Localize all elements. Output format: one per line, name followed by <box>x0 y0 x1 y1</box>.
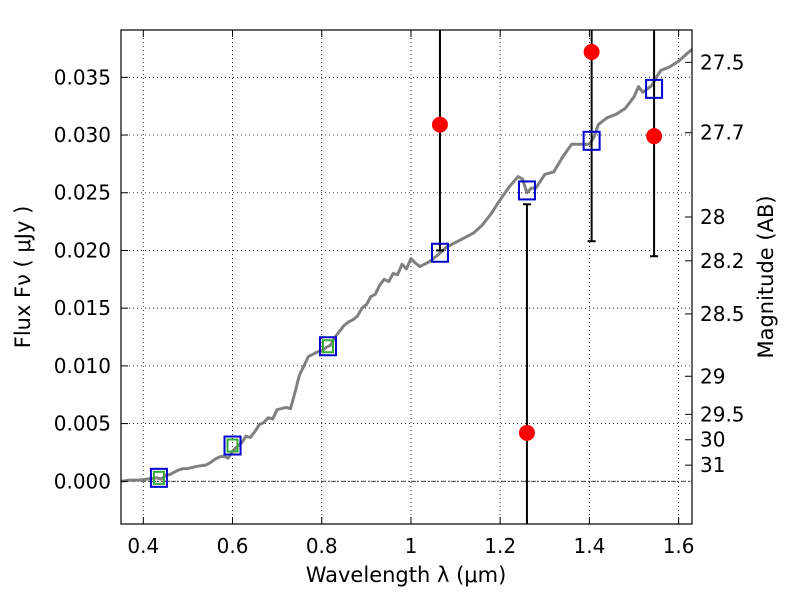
errorbar-layer <box>435 30 659 524</box>
y-tick-label: 0.035 <box>54 65 111 89</box>
x-axis-label: Wavelength λ (μm) <box>306 563 507 587</box>
y-tick-label: 0.010 <box>54 354 111 378</box>
magnitude-tick-label: 28.5 <box>700 302 745 326</box>
model-photometry-inner-square <box>226 438 239 453</box>
magnitude-tick-label: 27.5 <box>700 50 745 74</box>
x-tick-label: 1 <box>405 534 418 558</box>
y-tick-label: 0.005 <box>54 412 111 436</box>
y-axis-label: Flux Fν ( μJy ) <box>11 206 35 349</box>
x-tick-label: 1.6 <box>663 534 695 558</box>
model-photometry-square <box>223 435 242 456</box>
y-tick-label: 0.030 <box>54 123 111 147</box>
tick-label-layer: 0.4 0.6 0.8 1 1.2 1.4 1.6 0.000 0.005 0.010 0.015 0… <box>54 50 745 558</box>
spectrum-layer <box>120 48 693 483</box>
observed-flux-point <box>518 424 535 441</box>
marker-layer <box>149 43 664 488</box>
x-tick-label: 0.6 <box>217 534 249 558</box>
model-photometry-inner-square <box>321 339 334 354</box>
magnitude-tick-label: 27.7 <box>700 121 745 145</box>
model-photometry-square <box>517 180 536 201</box>
observed-flux-point <box>583 43 600 60</box>
x-tick-label: 1.2 <box>484 534 516 558</box>
magnitude-tick-label: 30 <box>700 428 725 452</box>
observed-flux-point <box>646 128 663 145</box>
observed-flux-point <box>431 116 448 133</box>
tick-layer <box>121 30 692 524</box>
y2-axis-label: Magnitude (AB) <box>754 195 778 358</box>
model-photometry-square <box>149 467 168 488</box>
x-tick-label: 0.8 <box>306 534 338 558</box>
magnitude-tick-label: 29.5 <box>700 402 745 426</box>
y-tick-label: 0.020 <box>54 238 111 262</box>
grid-layer <box>121 30 692 524</box>
model-spectrum-line <box>120 48 693 483</box>
x-tick-label: 0.4 <box>127 534 159 558</box>
model-photometry-square <box>318 336 337 357</box>
model-photometry-square <box>582 130 601 151</box>
magnitude-tick-label: 29 <box>700 364 725 388</box>
y-tick-label: 0.000 <box>54 469 111 493</box>
model-photometry-inner-square <box>152 470 165 485</box>
plot-frame <box>120 29 693 525</box>
magnitude-tick-label: 31 <box>700 453 725 477</box>
model-photometry-square <box>430 242 449 263</box>
x-tick-label: 1.4 <box>573 534 605 558</box>
magnitude-tick-label: 28.2 <box>700 249 745 273</box>
y-tick-label: 0.015 <box>54 296 111 320</box>
y-tick-label: 0.025 <box>54 181 111 205</box>
model-photometry-square <box>645 78 664 99</box>
magnitude-tick-label: 28 <box>700 205 725 229</box>
